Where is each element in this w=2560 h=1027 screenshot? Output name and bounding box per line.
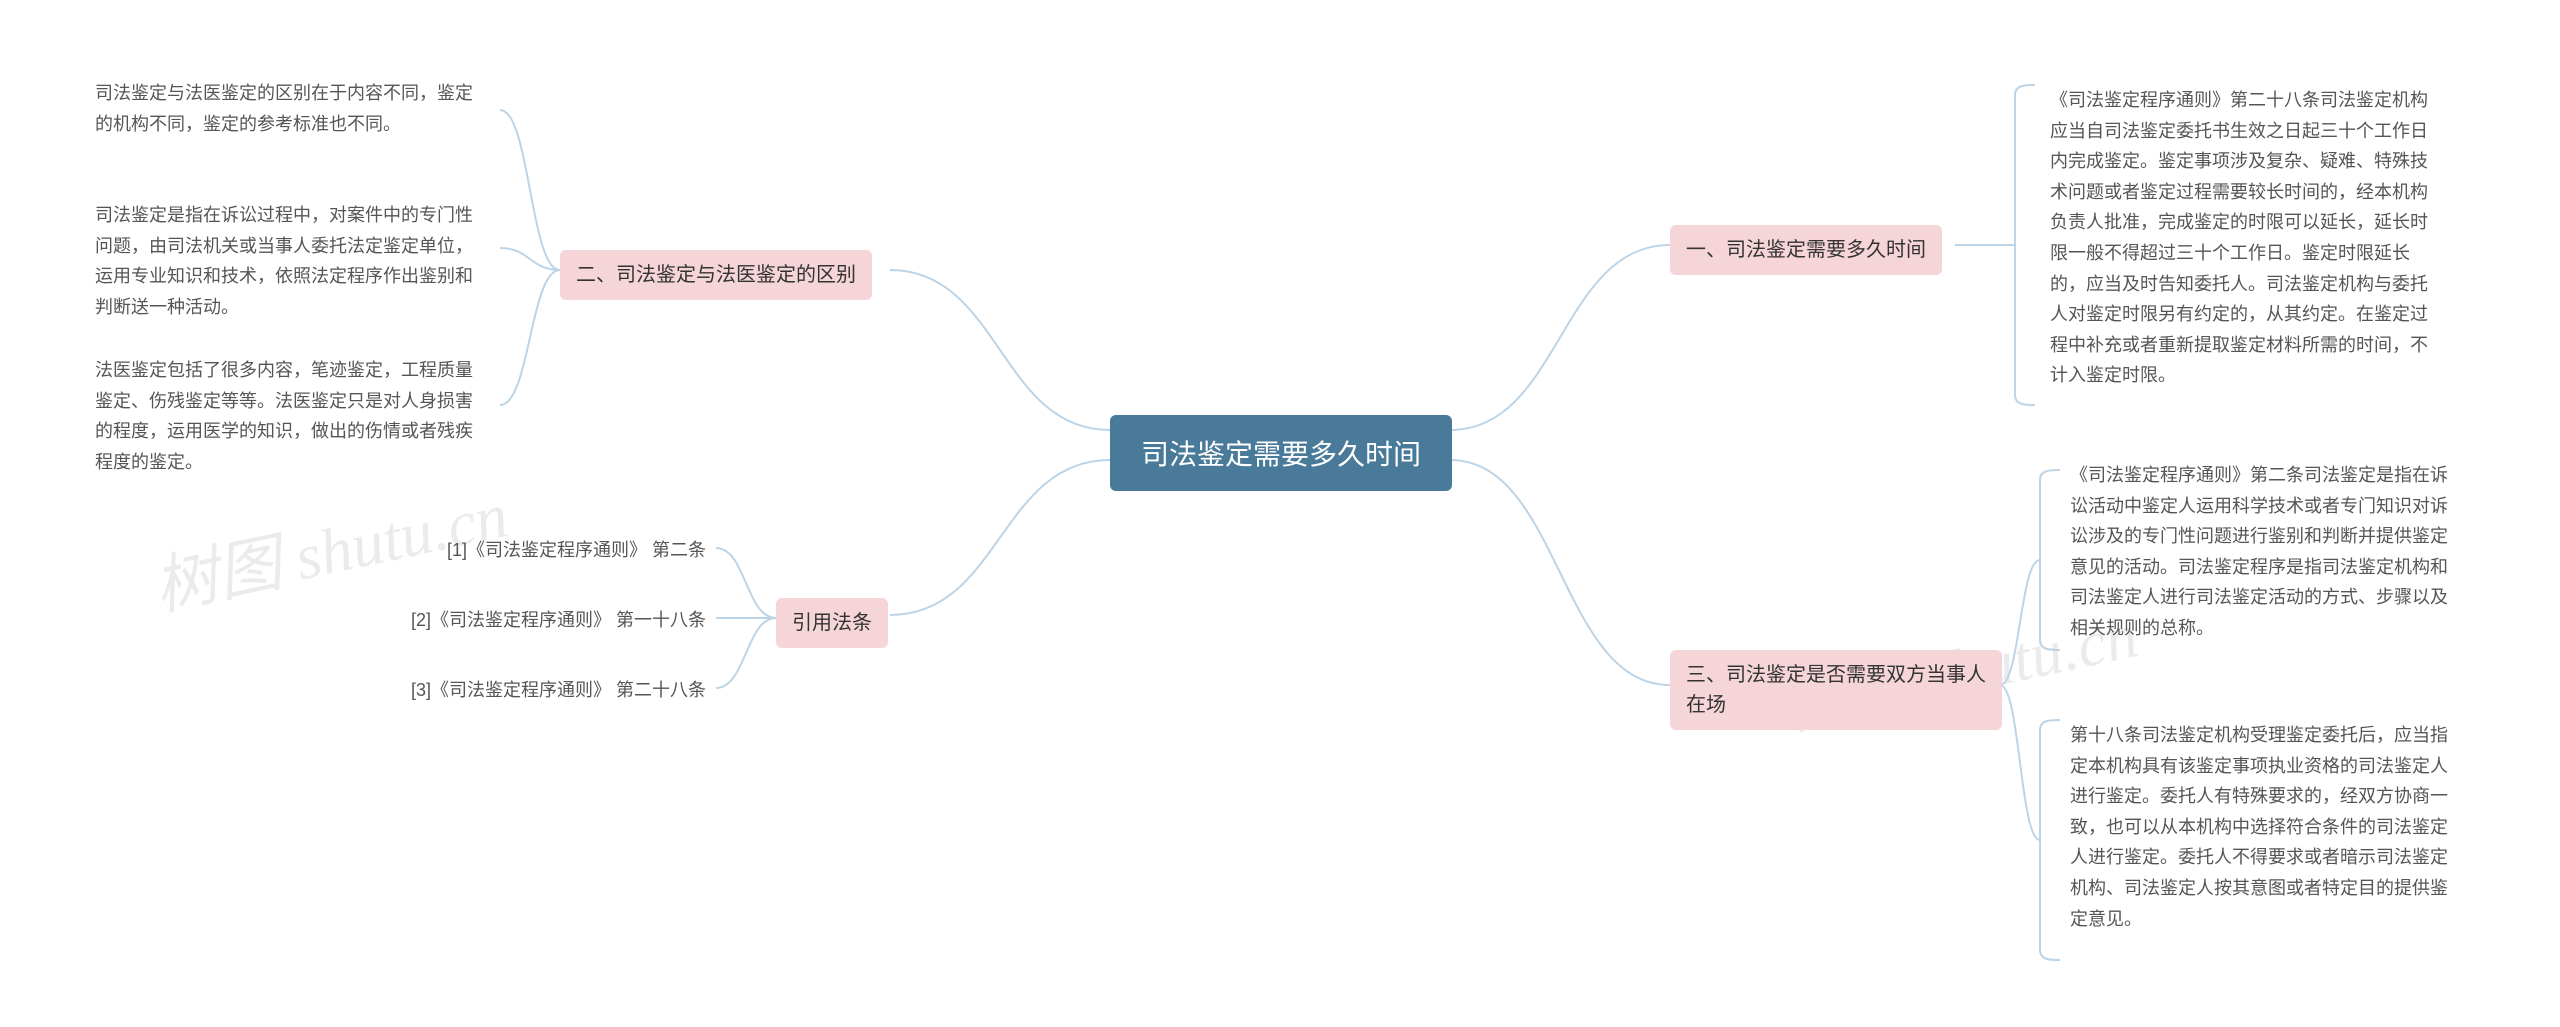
branch-right-3: 三、司法鉴定是否需要双方当事人在场	[1670, 650, 2002, 730]
leaf-left-2-3: 法医鉴定包括了很多内容，笔迹鉴定，工程质量鉴定、伤残鉴定等等。法医鉴定只是对人身…	[95, 355, 490, 477]
branch-right-1: 一、司法鉴定需要多久时间	[1670, 225, 1942, 275]
branch-left-2: 二、司法鉴定与法医鉴定的区别	[560, 250, 872, 300]
leaf-left-4-3: [3]《司法鉴定程序通则》 第二十八条	[316, 675, 706, 706]
leaf-left-4-1: [1]《司法鉴定程序通则》 第二条	[356, 535, 706, 566]
leaf-left-2-1: 司法鉴定与法医鉴定的区别在于内容不同，鉴定的机构不同，鉴定的参考标准也不同。	[95, 78, 490, 139]
leaf-right-1-1: 《司法鉴定程序通则》第二十八条司法鉴定机构应当自司法鉴定委托书生效之日起三十个工…	[2050, 85, 2445, 391]
leaf-left-4-2: [2]《司法鉴定程序通则》 第一十八条	[316, 605, 706, 636]
branch-left-4: 引用法条	[776, 598, 888, 648]
leaf-left-2-2: 司法鉴定是指在诉讼过程中，对案件中的专门性问题，由司法机关或当事人委托法定鉴定单…	[95, 200, 490, 322]
root-node: 司法鉴定需要多久时间	[1110, 415, 1452, 491]
leaf-right-3-1: 《司法鉴定程序通则》第二条司法鉴定是指在诉讼活动中鉴定人运用科学技术或者专门知识…	[2070, 460, 2465, 644]
leaf-right-3-2: 第十八条司法鉴定机构受理鉴定委托后，应当指定本机构具有该鉴定事项执业资格的司法鉴…	[2070, 720, 2465, 934]
